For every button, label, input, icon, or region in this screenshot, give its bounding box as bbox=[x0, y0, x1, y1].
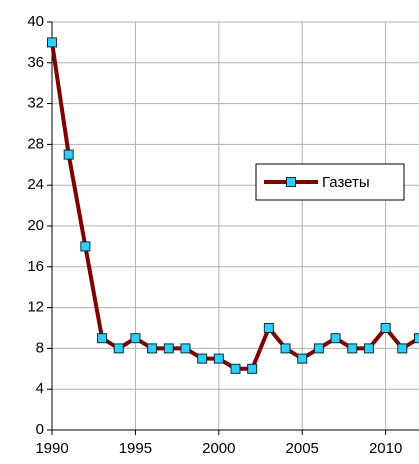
y-tick-label: 20 bbox=[27, 217, 44, 234]
y-tick-label: 8 bbox=[36, 339, 44, 356]
data-marker bbox=[363, 343, 374, 354]
data-marker bbox=[180, 343, 191, 354]
y-tick-label: 40 bbox=[27, 13, 44, 30]
data-marker bbox=[347, 343, 358, 354]
y-tick-label: 32 bbox=[27, 95, 44, 112]
y-tick-label: 28 bbox=[27, 135, 44, 152]
data-marker bbox=[197, 353, 208, 364]
data-marker bbox=[280, 343, 291, 354]
x-tick-label: 1990 bbox=[35, 440, 68, 457]
data-marker bbox=[397, 343, 408, 354]
data-marker bbox=[80, 241, 91, 252]
data-marker bbox=[47, 37, 57, 48]
x-tick-label: 2005 bbox=[286, 440, 319, 457]
data-marker bbox=[130, 333, 141, 344]
legend-marker bbox=[286, 177, 296, 187]
x-tick-label: 2000 bbox=[202, 440, 235, 457]
y-tick-label: 16 bbox=[27, 258, 44, 275]
y-tick-label: 12 bbox=[27, 299, 44, 316]
data-marker bbox=[313, 343, 324, 354]
y-tick-label: 4 bbox=[36, 380, 44, 397]
legend-label: Газеты bbox=[322, 174, 370, 191]
data-marker bbox=[330, 333, 341, 344]
data-marker bbox=[247, 363, 258, 374]
data-marker bbox=[230, 363, 241, 374]
data-marker bbox=[113, 343, 124, 354]
data-marker bbox=[147, 343, 158, 354]
data-marker bbox=[263, 323, 274, 333]
data-marker bbox=[213, 353, 224, 364]
y-tick-label: 0 bbox=[36, 421, 44, 438]
data-line bbox=[50, 42, 419, 371]
x-tick-label: 1995 bbox=[119, 440, 152, 457]
x-tick-label: 2010 bbox=[369, 440, 402, 457]
y-tick-label: 36 bbox=[27, 54, 44, 71]
data-marker bbox=[380, 323, 391, 333]
data-marker bbox=[97, 333, 108, 344]
y-tick-label: 24 bbox=[27, 176, 44, 193]
data-marker bbox=[414, 333, 419, 344]
data-marker bbox=[297, 353, 308, 364]
data-marker bbox=[63, 149, 74, 160]
data-marker bbox=[163, 343, 174, 354]
